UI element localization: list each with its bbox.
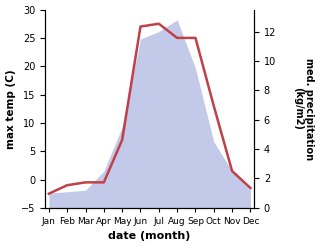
Y-axis label: med. precipitation
(kg/m2): med. precipitation (kg/m2) [293, 58, 315, 160]
X-axis label: date (month): date (month) [108, 231, 191, 242]
Y-axis label: max temp (C): max temp (C) [5, 69, 16, 148]
